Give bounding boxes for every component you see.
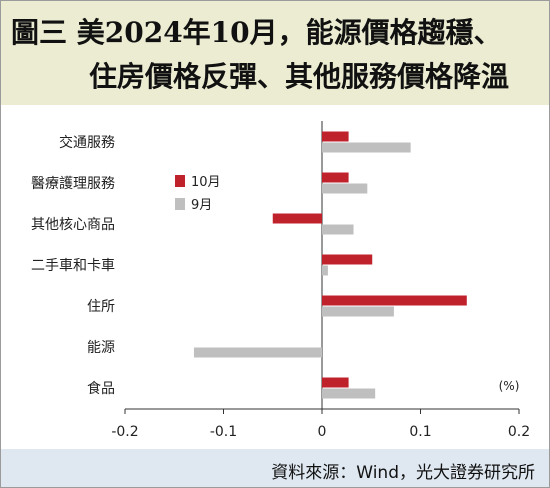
bar-oct-4	[322, 295, 467, 306]
x-tick-label-1: -0.1	[210, 424, 237, 440]
legend-swatch-0	[175, 175, 185, 187]
bar-oct-0	[322, 131, 349, 142]
bar-sep-0	[322, 142, 411, 153]
bar-sep-2	[322, 224, 354, 235]
x-tick-label-2: 0	[318, 424, 327, 440]
plot-area: -0.2 -0.1 0 0.1 0.2 交通服務醫療護理服務其他核心商品二手車和卡車住所能…	[31, 121, 530, 440]
source-note: 資料來源：Wind，光大證券研究所	[271, 463, 535, 483]
category-label-4: 住所	[87, 299, 115, 315]
legend-label-0: 10月	[191, 175, 221, 190]
category-label-3: 二手車和卡車	[31, 257, 115, 274]
x-tick-label-3: 0.1	[409, 424, 431, 440]
chart-title-line-1: 圖三 美2024年10月，能源價格趨穩、	[11, 16, 502, 49]
x-tick-label-0: -0.2	[111, 424, 138, 440]
bar-oct-3	[322, 254, 373, 265]
bar-sep-4	[322, 306, 394, 317]
title-banner: 圖三 美2024年10月，能源價格趨穩、 住房價格反彈、其他服務價格降溫	[1, 1, 549, 105]
legend-swatch-1	[175, 198, 185, 210]
bar-sep-3	[322, 265, 328, 276]
bar-oct-6	[322, 377, 349, 388]
x-tick-label-4: 0.2	[508, 424, 530, 440]
category-label-5: 能源	[87, 340, 115, 356]
bar-oct-1	[322, 172, 349, 183]
category-label-6: 食品	[87, 380, 115, 397]
chart-title-line-2: 住房價格反彈、其他服務價格降溫	[89, 60, 510, 93]
bar-sep-6	[322, 388, 376, 399]
legend-label-1: 9月	[191, 198, 212, 213]
bar-oct-2	[272, 213, 322, 224]
bar-sep-1	[322, 183, 368, 194]
unit-label: (%)	[499, 379, 520, 393]
bar-sep-5	[193, 347, 322, 358]
source-banner: 資料來源：Wind，光大證券研究所	[1, 449, 549, 487]
category-label-0: 交通服務	[59, 134, 115, 151]
category-label-1: 醫療護理服務	[31, 175, 115, 192]
category-label-2: 其他核心商品	[31, 217, 115, 233]
